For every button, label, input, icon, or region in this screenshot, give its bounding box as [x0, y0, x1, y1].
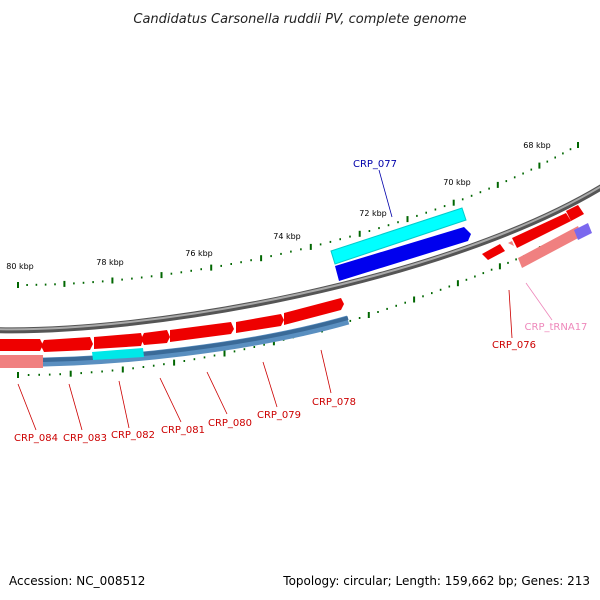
- gene-CRP_075[interactable]: [512, 213, 571, 248]
- accession-text: Accession: NC_008512: [9, 574, 146, 588]
- kbp-tick-labels: 68 kbp 70 kbp 72 kbp 74 kbp 76 kbp 78 kb…: [6, 141, 551, 271]
- label-CRP_082[interactable]: CRP_082: [111, 430, 155, 441]
- tick-label-80: 80 kbp: [6, 262, 34, 271]
- tick-label-72: 72 kbp: [359, 209, 387, 218]
- gene-CRP_084[interactable]: [0, 339, 43, 351]
- gene-CRP_079[interactable]: [236, 314, 284, 333]
- gene-tRNA-segment: [518, 226, 582, 268]
- feature-CRP_077-cyan[interactable]: [330, 207, 467, 265]
- tick-label-76: 76 kbp: [185, 249, 213, 258]
- label-CRP_081[interactable]: CRP_081: [161, 425, 205, 436]
- feature-cyan-small: [92, 348, 144, 360]
- gene-CRP_077[interactable]: [335, 227, 471, 281]
- label-CRP_083[interactable]: CRP_083: [63, 433, 107, 444]
- gene-tRNA17-box: [574, 223, 592, 240]
- gene-CRP_082[interactable]: [94, 333, 143, 349]
- label-CRP_077[interactable]: CRP_077: [353, 159, 397, 170]
- outer-tick-marks: [17, 142, 579, 288]
- tick-label-74: 74 kbp: [273, 232, 301, 241]
- label-CRP_tRNA17[interactable]: CRP_tRNA17: [525, 322, 588, 333]
- gene-row-forward: [0, 205, 584, 352]
- label-leader-lines: [17, 169, 553, 431]
- tick-label-68: 68 kbp: [523, 141, 551, 150]
- tick-label-78: 78 kbp: [96, 258, 124, 267]
- label-CRP_080[interactable]: CRP_080: [208, 418, 252, 429]
- map-title: Candidatus Carsonella ruddii PV, complet…: [133, 12, 466, 27]
- gene-CRP_076[interactable]: [482, 244, 505, 260]
- gene-CRP_081[interactable]: [141, 330, 170, 345]
- genome-backbone-highlight: [0, 185, 600, 331]
- label-CRP_084[interactable]: CRP_084: [14, 433, 58, 444]
- gene-CRP_074[interactable]: [566, 205, 584, 221]
- label-CRP_079[interactable]: CRP_079: [257, 410, 301, 421]
- gene-CRP_083[interactable]: [41, 337, 93, 352]
- gene-labels: CRP_077 CRP_076 CRP_tRNA17 CRP_078 CRP_0…: [14, 159, 587, 444]
- gene-CRP_080[interactable]: [170, 322, 234, 342]
- topology-text: Topology: circular; Length: 159,662 bp; …: [283, 574, 590, 588]
- tick-label-70: 70 kbp: [443, 178, 471, 187]
- gene-CRP_084-inner: [0, 355, 43, 368]
- label-CRP_078[interactable]: CRP_078: [312, 397, 356, 408]
- gene-CRP_tRNA17-marker: [508, 241, 514, 246]
- gene-CRP_078[interactable]: [284, 298, 344, 325]
- label-CRP_076[interactable]: CRP_076: [492, 340, 536, 351]
